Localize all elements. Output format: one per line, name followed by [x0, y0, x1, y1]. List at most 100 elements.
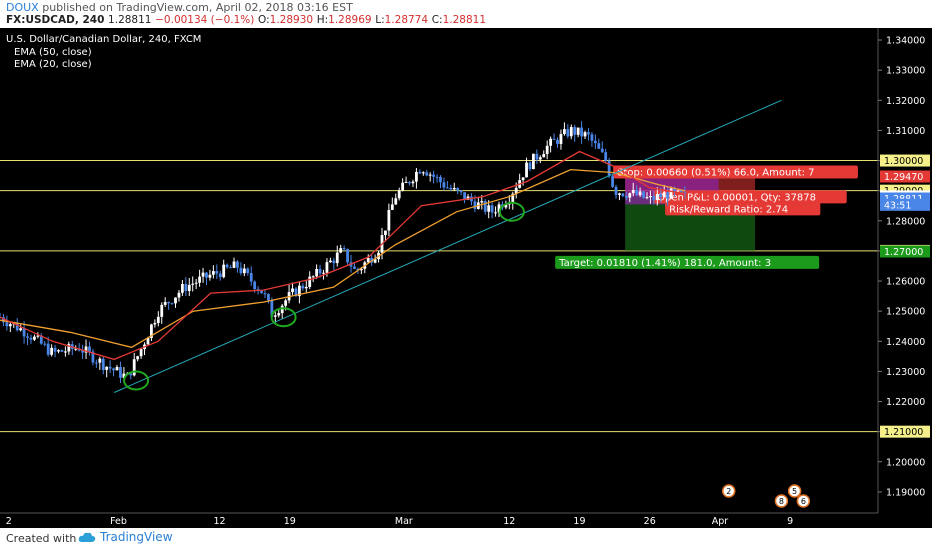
candle-down	[119, 367, 122, 378]
grid-layer	[0, 28, 878, 513]
trendline	[113, 99, 782, 393]
candle-up	[132, 359, 136, 376]
candle-down	[456, 187, 460, 191]
target-label-bg	[555, 255, 820, 269]
candle-down	[215, 271, 219, 274]
legend-ema20[interactable]: EMA (20, close)	[14, 59, 92, 70]
candle-up	[662, 192, 666, 198]
candle-down	[449, 187, 453, 190]
candle-up	[628, 193, 632, 198]
candle-down	[607, 160, 611, 177]
touch-circle	[498, 201, 525, 222]
candle-up	[452, 187, 456, 190]
touch-circle	[270, 307, 297, 328]
candle-down	[94, 362, 98, 364]
level-price-label-bg	[880, 154, 930, 167]
ohlc-line: FX:USDCAD, 240 1.28811 −0.00134 (−0.1%) …	[6, 14, 486, 26]
candle-up	[325, 262, 329, 273]
candle-up	[521, 177, 525, 181]
candle-down	[353, 266, 356, 269]
price-axis-bg	[878, 28, 932, 528]
candle-down	[267, 293, 270, 301]
tradingview-brand[interactable]: TradingView	[78, 530, 173, 544]
candle-down	[587, 132, 590, 135]
candle-up	[150, 324, 153, 338]
candle-up	[208, 274, 212, 278]
candle-down	[614, 186, 618, 195]
candle-down	[593, 140, 597, 144]
candle-down	[535, 153, 539, 160]
price-tick-label: 1.19000	[886, 487, 925, 498]
symbol[interactable]: FX:USDCAD, 240	[6, 14, 105, 26]
candle-up	[153, 322, 157, 325]
candle-down	[218, 273, 222, 278]
candle-down	[2, 317, 5, 323]
time-tick-label: 19	[573, 516, 585, 527]
candle-down	[528, 162, 532, 170]
candle-up	[676, 190, 680, 192]
candle-down	[442, 182, 446, 188]
candle-up	[50, 347, 54, 355]
candle-down	[170, 303, 174, 305]
price-tick-label: 1.25000	[886, 307, 925, 318]
candle-down	[580, 127, 583, 137]
candle-up	[304, 286, 308, 289]
candle-down	[611, 176, 614, 187]
candle-down	[167, 302, 171, 304]
candle-up	[494, 212, 497, 214]
event-badges[interactable]: 2 856	[721, 484, 811, 508]
candle-up	[74, 348, 78, 350]
candle-up	[645, 197, 649, 199]
candle-up	[562, 129, 566, 134]
candle-up	[638, 191, 642, 196]
candle-up	[174, 297, 177, 304]
candle-down	[81, 350, 84, 353]
legend-ema50[interactable]: EMA (50, close)	[14, 47, 92, 58]
candle-up	[180, 283, 184, 293]
author-link[interactable]: DOUX	[6, 1, 39, 14]
event-badge-count: 6	[801, 497, 806, 506]
plot-background	[0, 28, 878, 513]
candle-up	[187, 284, 191, 291]
candle-up	[315, 268, 319, 277]
stop-label: Stop: 0.00660 (0.51%) 66.0, Amount: 7	[617, 168, 814, 179]
trendline-layer[interactable]	[113, 99, 782, 393]
time-tick-label: 12	[503, 516, 515, 527]
legend: U.S. Dollar/Canadian Dollar, 240, FXCM E…	[6, 34, 201, 70]
candle-down	[642, 191, 645, 198]
candle-down	[91, 351, 95, 363]
candle-up	[394, 198, 398, 205]
time-tick-label: 26	[644, 516, 656, 527]
candle-down	[552, 138, 556, 140]
price-chart[interactable]: Stop: 0.00660 (0.51%) 66.0, Amount: 7 Ope…	[0, 28, 932, 528]
candle-down	[635, 189, 639, 196]
high-label: H:	[316, 14, 329, 26]
candle-up	[232, 261, 236, 268]
touch-circle	[123, 370, 150, 391]
candle-down	[108, 366, 112, 369]
price-tick-label: 1.26000	[886, 277, 925, 288]
chart-panel[interactable]: Stop: 0.00660 (0.51%) 66.0, Amount: 7 Ope…	[0, 28, 932, 528]
price-axis[interactable]: 1.340001.330001.320001.310001.300001.290…	[877, 28, 932, 528]
candle-up	[387, 209, 391, 231]
event-badge-count: 5	[792, 487, 797, 496]
candle-down	[473, 201, 477, 209]
candle-up	[280, 305, 284, 314]
price-label-bg	[880, 198, 930, 211]
candle-up	[122, 373, 126, 378]
event-badge-count: 8	[779, 497, 784, 506]
candle-up	[277, 313, 281, 316]
candle-up	[298, 285, 301, 297]
time-axis[interactable]: 2 Feb 12 19 Mar 12 19 26 Apr 9	[0, 512, 932, 528]
candle-up	[84, 346, 88, 353]
candle-up	[487, 205, 491, 212]
candle-up	[139, 349, 143, 357]
candle-down	[239, 267, 243, 274]
stop-label-bg	[613, 165, 858, 179]
candle-down	[260, 290, 263, 294]
open-label: O:	[258, 14, 270, 26]
price-label-bg	[880, 170, 930, 183]
candle-up	[308, 276, 312, 287]
candle-up	[163, 302, 167, 305]
candle-up	[511, 193, 515, 203]
